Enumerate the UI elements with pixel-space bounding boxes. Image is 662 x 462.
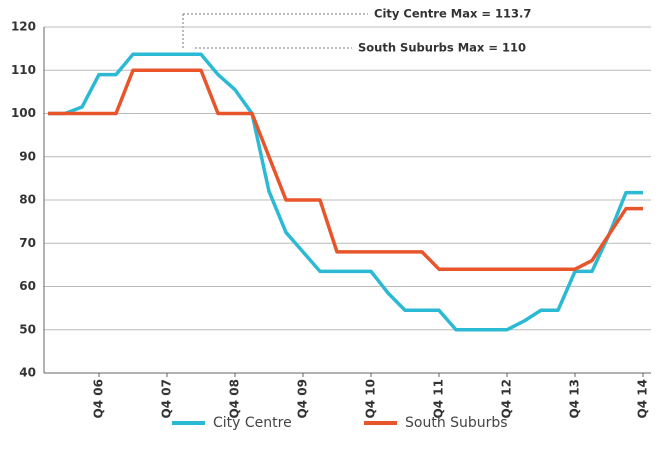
y-tick-label: 120 bbox=[11, 20, 36, 34]
annotation: South Suburbs Max = 110 bbox=[358, 41, 526, 55]
y-tick-label: 90 bbox=[19, 149, 36, 163]
legend-label: City Centre bbox=[213, 415, 292, 431]
series-line bbox=[48, 68, 643, 271]
x-tick-label: Q4 14 bbox=[636, 379, 650, 418]
x-tick-label: Q4 06 bbox=[92, 379, 106, 418]
y-tick-label: 70 bbox=[19, 236, 36, 250]
y-tick-label: 50 bbox=[19, 322, 36, 336]
legend-label: South Suburbs bbox=[405, 415, 508, 431]
y-tick-label: 110 bbox=[11, 63, 36, 77]
x-tick-label: Q4 08 bbox=[228, 379, 242, 418]
x-tick-label: Q4 09 bbox=[296, 379, 310, 418]
annotation: City Centre Max = 113.7 bbox=[374, 7, 531, 21]
x-tick-label: Q4 10 bbox=[364, 379, 378, 418]
y-tick-label: 40 bbox=[19, 366, 36, 380]
y-tick-label: 100 bbox=[11, 106, 36, 120]
x-tick-label: Q4 07 bbox=[160, 379, 174, 418]
series-line bbox=[48, 52, 643, 332]
x-tick-label: Q4 13 bbox=[568, 379, 582, 418]
y-tick-label: 80 bbox=[19, 193, 36, 207]
x-tick-label: Q4 11 bbox=[432, 379, 446, 418]
x-tick-label: Q4 12 bbox=[500, 379, 514, 418]
y-tick-label: 60 bbox=[19, 279, 36, 293]
